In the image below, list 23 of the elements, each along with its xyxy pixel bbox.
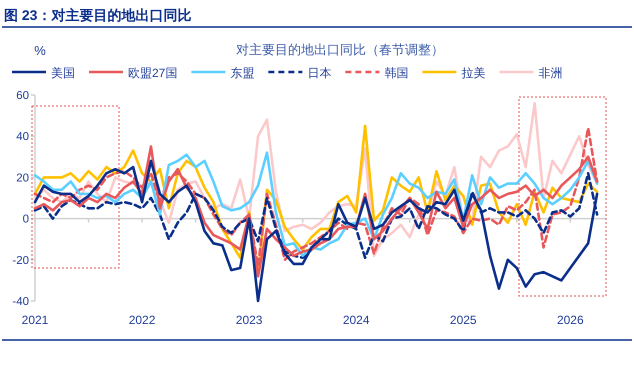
legend-label: 日本 xyxy=(307,66,332,80)
legend-label: 非洲 xyxy=(538,66,562,80)
y-tick-label: 0 xyxy=(22,214,29,226)
legend-label: 欧盟27国 xyxy=(128,66,178,80)
x-tick-label: 2025 xyxy=(450,313,477,327)
x-tick-label: 2026 xyxy=(556,313,584,327)
line-series xyxy=(34,160,598,302)
x-tick-label: 2022 xyxy=(128,313,156,327)
chart-subtitle: 对主要目的地出口同比（春节调整） xyxy=(236,42,444,57)
y-tick-label: 20 xyxy=(16,172,29,184)
y-tick-label: -20 xyxy=(12,254,29,267)
x-tick-label: 2024 xyxy=(342,313,370,327)
legend-label: 韩国 xyxy=(384,66,408,80)
x-tick-label: 2021 xyxy=(22,313,49,327)
y-tick-label: 40 xyxy=(16,131,29,144)
y-tick-label: -40 xyxy=(12,296,29,308)
y-tick-label: 60 xyxy=(16,90,29,102)
legend-label: 东盟 xyxy=(230,66,254,80)
legend-label: 拉美 xyxy=(461,66,486,80)
x-tick-label: 2023 xyxy=(236,313,263,327)
chart-title: 图 23：对主要目的地出口同比 xyxy=(4,7,192,23)
legend-label: 美国 xyxy=(51,66,75,80)
y-axis-title: % xyxy=(34,43,46,58)
